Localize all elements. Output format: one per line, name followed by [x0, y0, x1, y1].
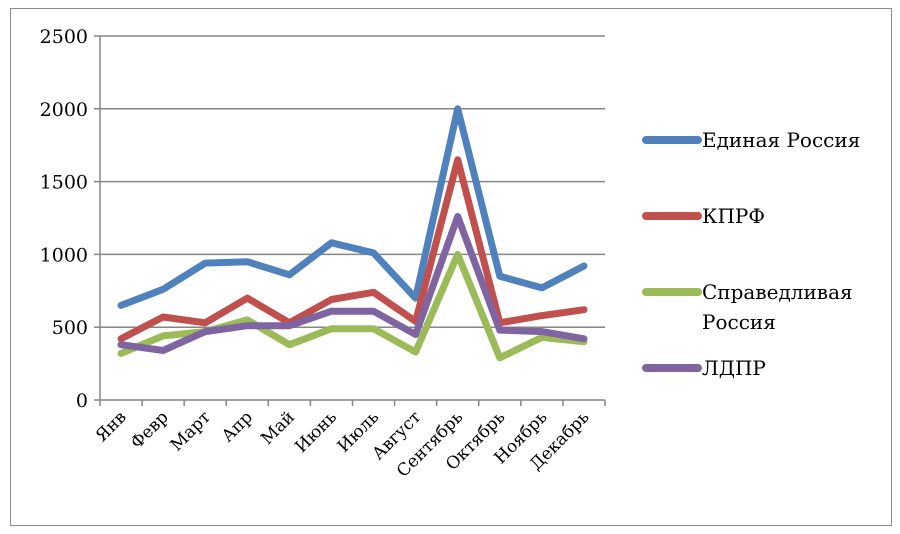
y-tick-label: 2000 — [40, 99, 88, 121]
x-tick-label: Март — [167, 407, 215, 455]
legend-label: Единая Россия — [702, 128, 860, 152]
legend: Единая Россия КПРФ Справедливая Россия ЛДПР — [642, 128, 860, 380]
series-line-2 — [117, 156, 588, 343]
series-line-1 — [117, 105, 588, 309]
x-tick-label: Июнь — [291, 407, 341, 457]
y-tick-label: 500 — [52, 317, 88, 339]
legend-label: КПРФ — [702, 204, 765, 228]
y-tick-label: 0 — [76, 390, 88, 412]
series-lines — [117, 105, 588, 362]
gridlines — [100, 35, 605, 328]
y-tick-label: 1500 — [40, 172, 88, 194]
axes — [94, 35, 606, 406]
legend-entry: ЛДПР — [642, 356, 766, 380]
legend-entry: Единая Россия — [642, 128, 860, 152]
legend-entry: Справедливая Россия — [642, 280, 853, 334]
legend-label: Справедливая Россия — [702, 280, 853, 334]
y-tick-label: 1000 — [40, 244, 88, 266]
y-tick-label: 2500 — [40, 26, 88, 48]
x-tick-label: Янв — [92, 407, 131, 446]
x-tick-label: Апр — [218, 407, 257, 446]
y-tick-labels: 0 500 1000 1500 2000 2500 — [40, 26, 88, 412]
x-tick-label: Февр — [127, 407, 173, 453]
legend-entry: КПРФ — [642, 204, 765, 228]
series-line-4 — [117, 213, 588, 354]
legend-label: ЛДПР — [702, 356, 766, 380]
